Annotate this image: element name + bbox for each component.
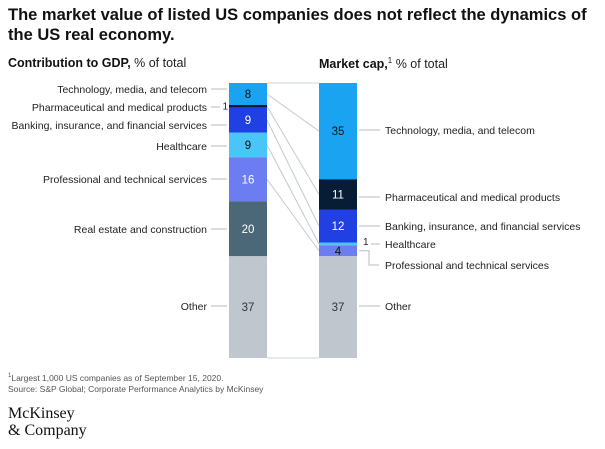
gdp-bar-technology-media-and-telecom	[229, 83, 267, 105]
gdp-bar-pharmaceutical-and-medical-products	[229, 105, 267, 108]
market-cap-value-pharmaceutical-and-medical-products: 11	[332, 189, 344, 201]
gdp-label-pharmaceutical-and-medical-products: Pharmaceutical and medical products	[32, 102, 207, 114]
connector-banking-insurance-and-financial-services	[266, 119, 320, 227]
logo-line-1: McKinsey	[8, 405, 75, 422]
market-cap-value-other: 37	[332, 302, 345, 314]
connector-technology-media-and-telecom	[266, 93, 320, 132]
market-cap-value-healthcare: 1	[363, 237, 369, 248]
right-header-unit: % of total	[392, 57, 448, 72]
gdp-bar-healthcare	[229, 132, 267, 158]
logo-line-2: & Company	[8, 422, 87, 439]
gdp-value-pharmaceutical-and-medical-products: 1	[222, 101, 228, 112]
gdp-bar-real-estate-and-construction	[229, 201, 267, 257]
market-cap-bar-banking-insurance-and-financial-services	[319, 209, 357, 243]
connector-professional-and-technical-services	[266, 178, 320, 252]
market-cap-label-professional-and-technical-services: Professional and technical services	[385, 260, 549, 272]
market-cap-bar-other	[319, 256, 357, 358]
right-header-footnote-marker: 1	[387, 56, 393, 65]
market-cap-label-healthcare: Healthcare	[385, 239, 436, 251]
gdp-label-banking-insurance-and-financial-services: Banking, insurance, and financial servic…	[11, 120, 207, 132]
market-cap-value-technology-media-and-telecom: 35	[332, 126, 345, 138]
market-cap-value-banking-insurance-and-financial-services: 12	[332, 221, 345, 233]
left-header-bold: Contribution to GDP,	[8, 56, 131, 70]
market-cap-value-professional-and-technical-services: 4	[335, 246, 342, 258]
gdp-bar-banking-insurance-and-financial-services	[229, 107, 267, 133]
gdp-label-real-estate-and-construction: Real estate and construction	[74, 224, 207, 236]
footnotes: 1Largest 1,000 US companies as of Septem…	[8, 371, 263, 395]
connector-healthcare	[266, 144, 320, 245]
gdp-value-banking-insurance-and-financial-services: 9	[245, 115, 251, 127]
market-cap-bar-pharmaceutical-and-medical-products	[319, 179, 357, 210]
gdp-label-professional-and-technical-services: Professional and technical services	[43, 174, 207, 186]
footnote: 1Largest 1,000 US companies as of Septem…	[8, 371, 263, 384]
gdp-value-other: 37	[242, 302, 255, 314]
gdp-value-healthcare: 9	[245, 140, 251, 152]
footnote-text: Largest 1,000 US companies as of Septemb…	[11, 372, 224, 383]
market-cap-label-banking-insurance-and-financial-services: Banking, insurance, and financial servic…	[385, 221, 581, 233]
left-header-unit: % of total	[130, 56, 187, 70]
gdp-bar-professional-and-technical-services	[229, 157, 267, 202]
left-column-header: Contribution to GDP, % of total	[8, 56, 186, 70]
market-cap-bar-professional-and-technical-services	[319, 245, 357, 257]
gdp-value-real-estate-and-construction: 20	[242, 224, 255, 236]
market-cap-bar-healthcare	[319, 242, 357, 246]
market-cap-label-pharmaceutical-and-medical-products: Pharmaceutical and medical products	[385, 192, 560, 204]
gdp-label-other: Other	[181, 301, 208, 313]
right-header-bold: Market cap,	[319, 57, 388, 72]
gdp-bar-other	[229, 256, 267, 358]
market-cap-leader-professional-and-technical-services	[359, 250, 379, 266]
connector-pharmaceutical-and-medical-products	[266, 106, 320, 195]
gdp-label-healthcare: Healthcare	[156, 141, 207, 153]
chart-title: The market value of listed US companies …	[8, 6, 587, 44]
gdp-value-technology-media-and-telecom: 8	[245, 89, 251, 101]
gdp-label-technology-media-and-telecom: Technology, media, and telecom	[57, 84, 207, 96]
gdp-value-professional-and-technical-services: 16	[242, 174, 255, 186]
footnote-marker: 1	[8, 373, 12, 379]
market-cap-label-other: Other	[385, 301, 412, 313]
right-column-header: Market cap,1 % of total	[319, 56, 448, 71]
source-note: Source: S&P Global; Corporate Performanc…	[8, 383, 264, 394]
mckinsey-logo: McKinsey & Company	[8, 405, 87, 439]
market-cap-label-technology-media-and-telecom: Technology, media, and telecom	[385, 125, 535, 137]
market-cap-bar-technology-media-and-telecom	[319, 83, 357, 180]
